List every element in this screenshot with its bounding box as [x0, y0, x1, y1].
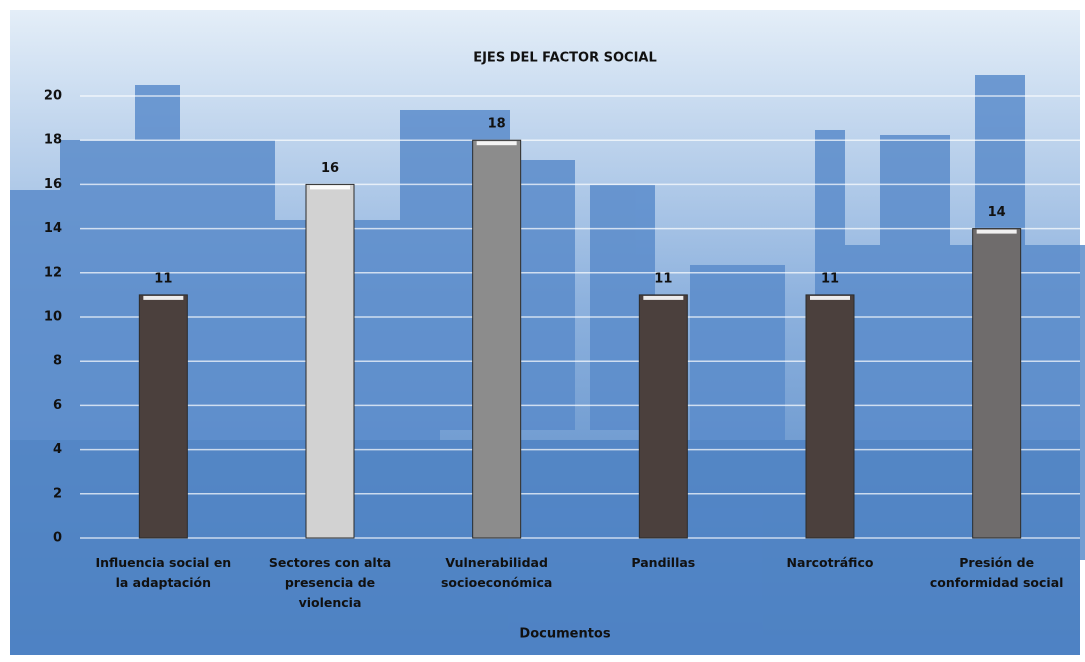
bar: [138, 294, 188, 539]
bar: [305, 183, 355, 539]
value-label: 16: [321, 161, 339, 176]
y-tick-label: 4: [53, 442, 62, 457]
y-tick-label: 18: [44, 133, 62, 148]
bar-highlight: [976, 229, 1017, 234]
bar: [638, 294, 688, 539]
chart-title: EJES DEL FACTOR SOCIAL: [473, 51, 657, 66]
y-tick-label: 16: [44, 177, 62, 192]
bar: [972, 228, 1022, 539]
value-label: 11: [154, 271, 172, 286]
value-label: 18: [488, 117, 506, 132]
value-label: 11: [654, 271, 672, 286]
bar-highlight: [643, 295, 684, 300]
x-axis-title: Documentos: [519, 627, 610, 642]
x-tick-label: Vulnerabilidad socioeconómica: [440, 555, 553, 590]
bar-highlight: [476, 141, 517, 146]
y-tick-label: 14: [44, 221, 62, 236]
y-tick-label: 10: [44, 310, 62, 325]
bar: [472, 139, 522, 539]
y-tick-label: 2: [53, 486, 62, 501]
y-tick-label: 0: [53, 531, 62, 546]
y-tick-label: 12: [44, 265, 62, 280]
x-tick-label: Narcotráfico: [786, 555, 874, 570]
value-label: 14: [988, 205, 1006, 220]
y-tick-label: 20: [44, 89, 62, 104]
x-tick-label: Presión de conformidad social: [929, 555, 1064, 590]
bar: [805, 294, 855, 539]
value-label: 11: [821, 271, 839, 286]
x-tick-label: Pandillas: [631, 555, 696, 570]
y-tick-label: 6: [53, 398, 62, 413]
y-tick-label: 8: [53, 354, 62, 369]
bar-highlight: [143, 295, 184, 300]
x-tick-label: Sectores con alta presencia de violencia: [268, 555, 392, 610]
x-tick-label: Influencia social en la adaptación: [95, 555, 232, 590]
bar-highlight: [310, 185, 350, 190]
bar-highlight: [810, 295, 850, 300]
